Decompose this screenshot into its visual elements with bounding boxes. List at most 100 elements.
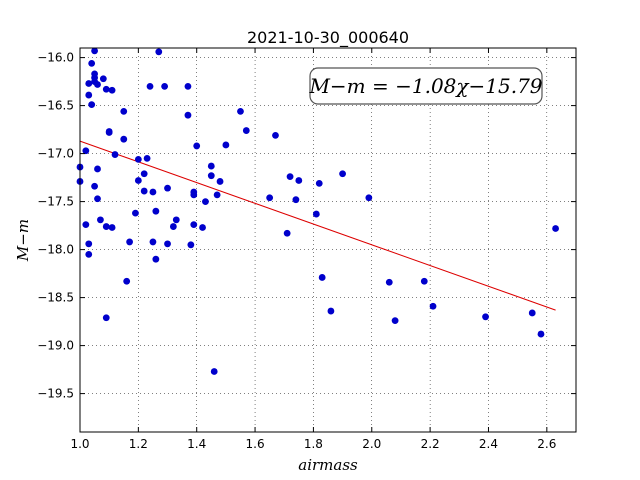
data-point bbox=[216, 178, 224, 185]
data-point bbox=[111, 151, 119, 158]
data-point bbox=[169, 223, 177, 230]
data-point bbox=[237, 107, 244, 115]
y-axis-label: M−m bbox=[14, 219, 32, 262]
data-point bbox=[152, 255, 160, 263]
data-point bbox=[134, 177, 142, 184]
x-tick-label: 1.8 bbox=[304, 437, 323, 451]
data-point bbox=[94, 81, 101, 88]
data-point bbox=[91, 47, 98, 55]
data-point bbox=[97, 216, 104, 224]
data-point bbox=[318, 274, 326, 281]
data-point bbox=[184, 111, 192, 119]
data-point bbox=[482, 313, 489, 321]
data-point bbox=[283, 229, 291, 237]
fit-line-layer bbox=[79, 140, 556, 311]
data-point bbox=[327, 307, 335, 315]
y-tick-label: −16.0 bbox=[37, 51, 74, 65]
data-point bbox=[120, 107, 128, 115]
data-point bbox=[193, 142, 201, 150]
data-point bbox=[272, 131, 279, 139]
data-point bbox=[552, 225, 559, 232]
data-point bbox=[315, 179, 323, 187]
data-point bbox=[155, 48, 163, 56]
data-point bbox=[91, 182, 98, 190]
data-point bbox=[102, 223, 110, 230]
data-point bbox=[85, 240, 93, 248]
axis-ticks: 1.0 1.2 1.4 1.6 1.8 2.0 2.2 2.4 2.6 −16.0 −16.5 −17… bbox=[37, 48, 576, 451]
x-tick-label: 1.2 bbox=[129, 437, 148, 451]
data-point bbox=[140, 187, 148, 195]
data-point bbox=[120, 135, 128, 143]
y-tick-label: −17.0 bbox=[37, 147, 74, 161]
data-point bbox=[82, 221, 90, 229]
fit-equation-frame bbox=[309, 67, 543, 105]
data-point bbox=[82, 147, 90, 155]
data-point bbox=[391, 317, 399, 325]
y-tick-label: −16.5 bbox=[37, 99, 74, 113]
data-point bbox=[134, 155, 142, 163]
data-point bbox=[143, 155, 151, 162]
y-tick-label: −19.0 bbox=[37, 339, 74, 353]
data-point bbox=[99, 75, 107, 83]
data-point bbox=[105, 128, 113, 135]
data-point bbox=[164, 184, 171, 192]
fit-equation-box: M−m = −1.08χ−15.79 bbox=[308, 67, 543, 105]
data-point bbox=[202, 198, 209, 206]
data-point bbox=[85, 91, 93, 99]
data-point bbox=[108, 86, 116, 94]
grid bbox=[80, 48, 576, 432]
data-point bbox=[146, 83, 154, 90]
data-point bbox=[85, 80, 93, 87]
data-point bbox=[152, 207, 160, 215]
data-point bbox=[537, 330, 545, 338]
data-point bbox=[207, 172, 215, 180]
data-point bbox=[187, 241, 195, 249]
data-point bbox=[94, 165, 101, 173]
data-point bbox=[213, 191, 221, 199]
data-point bbox=[295, 177, 303, 184]
data-point bbox=[199, 224, 206, 231]
data-point bbox=[207, 162, 215, 170]
data-point bbox=[286, 173, 294, 181]
fit-line bbox=[79, 140, 556, 311]
data-point bbox=[365, 194, 373, 202]
y-tick-label: −18.0 bbox=[37, 243, 74, 257]
data-point bbox=[149, 238, 157, 246]
data-point bbox=[172, 216, 180, 224]
data-point bbox=[292, 196, 300, 204]
data-point bbox=[210, 368, 218, 375]
data-point bbox=[88, 59, 96, 67]
x-tick-label: 1.6 bbox=[246, 437, 265, 451]
data-point bbox=[312, 210, 320, 218]
data-point bbox=[242, 127, 250, 134]
chart-title: 2021-10-30_000640 bbox=[247, 28, 409, 48]
data-point bbox=[102, 85, 110, 93]
data-point bbox=[88, 101, 96, 109]
data-point bbox=[222, 141, 230, 149]
y-tick-label: −18.5 bbox=[37, 291, 74, 305]
data-point bbox=[161, 83, 169, 90]
x-tick-label: 2.6 bbox=[537, 437, 556, 451]
data-point bbox=[184, 83, 192, 90]
data-point bbox=[149, 188, 157, 196]
data-point bbox=[126, 238, 133, 246]
plot-area-frame bbox=[79, 47, 577, 433]
data-point bbox=[108, 224, 116, 231]
x-tick-label: 1.4 bbox=[187, 437, 206, 451]
x-tick-label: 2.4 bbox=[479, 437, 498, 451]
data-point bbox=[420, 277, 428, 285]
data-point bbox=[132, 209, 139, 217]
data-point bbox=[266, 194, 274, 202]
data-point bbox=[123, 277, 131, 285]
y-tick-label: −17.5 bbox=[37, 195, 74, 209]
data-point bbox=[190, 221, 198, 229]
data-point bbox=[164, 240, 171, 248]
x-tick-label: 1.0 bbox=[70, 437, 89, 451]
x-tick-label: 2.0 bbox=[362, 437, 381, 451]
data-point bbox=[339, 170, 346, 178]
data-point bbox=[91, 74, 98, 82]
data-point bbox=[140, 170, 148, 178]
x-tick-label: 2.2 bbox=[421, 437, 440, 451]
data-point bbox=[528, 309, 536, 317]
fit-equation-text: M−m = −1.08χ−15.79 bbox=[308, 74, 542, 98]
